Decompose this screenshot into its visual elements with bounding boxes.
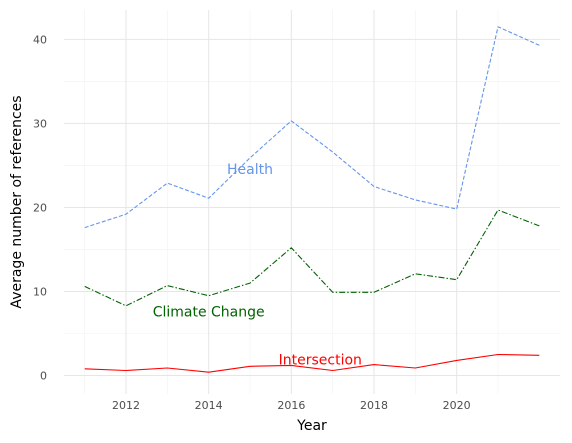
y-tick-label: 20 bbox=[33, 201, 47, 214]
series-line-intersection bbox=[84, 353, 540, 373]
series-annotations: Health Climate Change Intersection bbox=[153, 162, 362, 369]
tick-labels: 2012 2014 2016 2018 2020 0 10 20 30 40 bbox=[33, 33, 471, 412]
y-tick-label: 0 bbox=[40, 370, 47, 383]
series-label-climate-change: Climate Change bbox=[153, 305, 265, 321]
series-line-health bbox=[84, 26, 540, 229]
x-tick-label: 2018 bbox=[360, 399, 388, 412]
y-axis-title: Average number of references bbox=[9, 95, 25, 308]
major-gridlines bbox=[64, 10, 560, 394]
x-tick-label: 2020 bbox=[443, 399, 471, 412]
y-tick-label: 30 bbox=[33, 117, 47, 130]
y-tick-label: 10 bbox=[33, 285, 47, 298]
series-line-climate-change bbox=[84, 209, 540, 307]
series-label-intersection: Intersection bbox=[279, 353, 362, 369]
series-lines bbox=[84, 26, 540, 373]
x-tick-label: 2014 bbox=[195, 399, 223, 412]
x-axis-title: Year bbox=[296, 418, 327, 434]
x-tick-label: 2012 bbox=[112, 399, 140, 412]
series-label-health: Health bbox=[227, 162, 273, 178]
x-tick-label: 2016 bbox=[277, 399, 305, 412]
minor-gridlines bbox=[64, 10, 560, 394]
y-tick-label: 40 bbox=[33, 33, 47, 46]
